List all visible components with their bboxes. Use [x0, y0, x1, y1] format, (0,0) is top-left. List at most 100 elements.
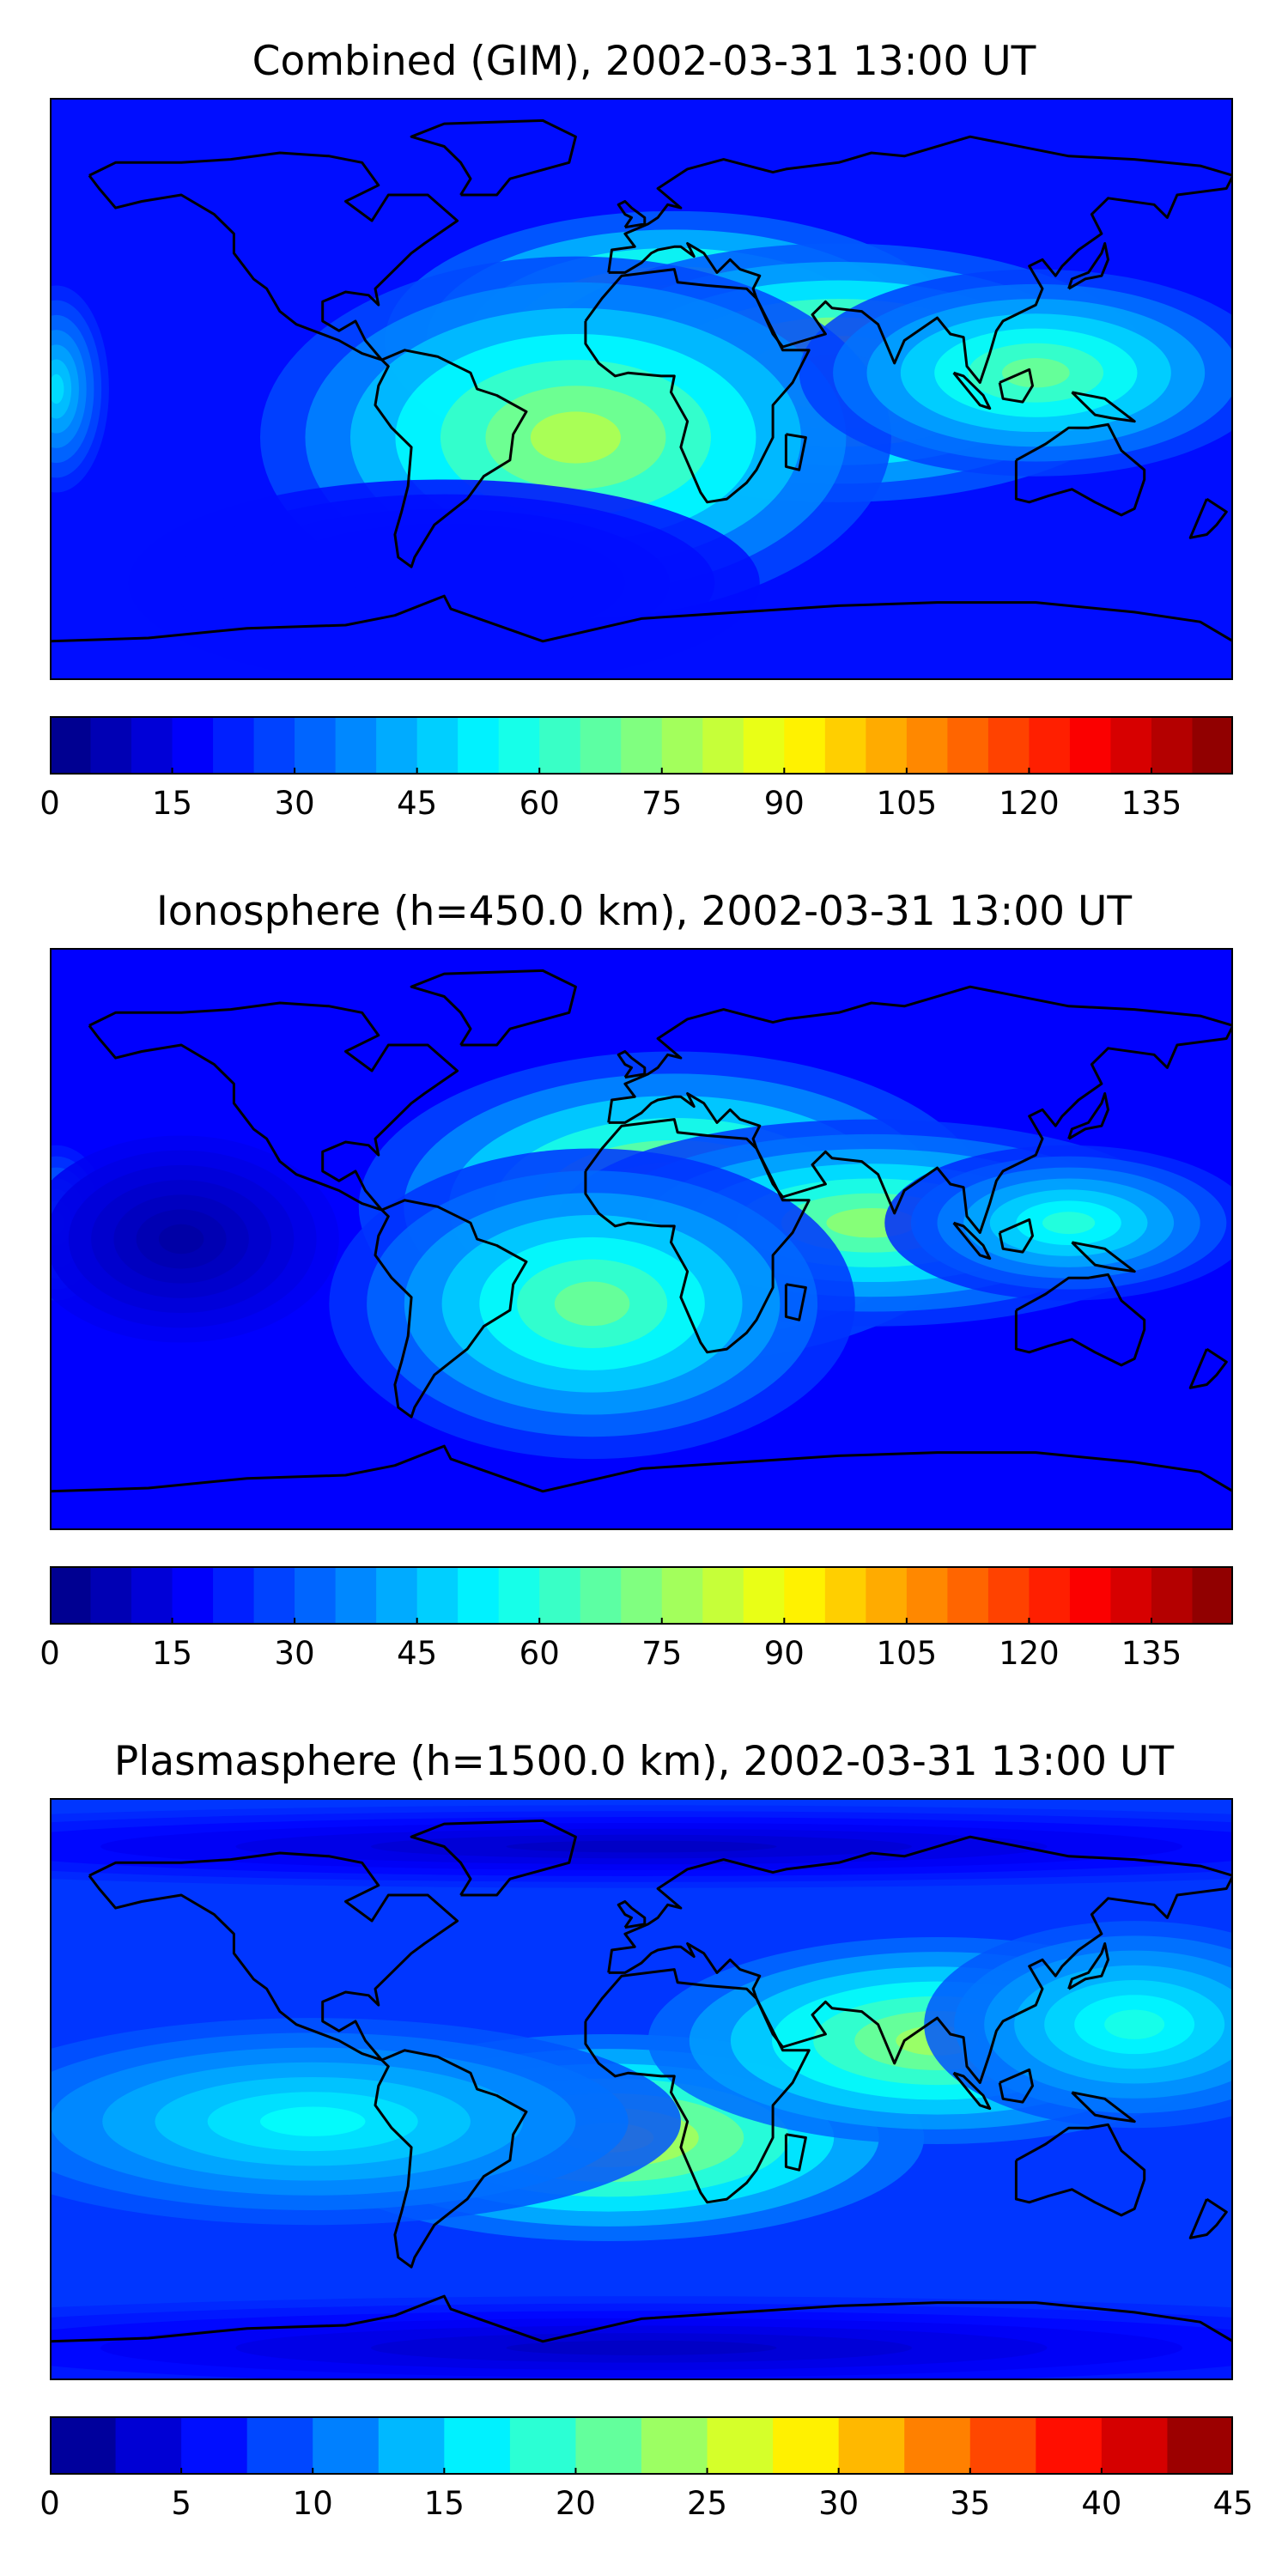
colorbar-bin [498, 716, 540, 775]
colorbar-bin [824, 716, 866, 775]
colorbar-bin [743, 716, 785, 775]
colorbar-bin [253, 716, 295, 775]
colorbar-bin [621, 1566, 663, 1625]
coastline [1188, 497, 1228, 539]
colorbar-tick-label: 45 [397, 785, 438, 822]
colorbar-bin [90, 716, 132, 775]
colorbar-bin [509, 2416, 577, 2475]
colorbar-bin [1192, 716, 1234, 775]
map-frame [50, 1798, 1233, 2380]
colorbar-tick-label: 0 [39, 785, 60, 822]
colorbar-bin [1029, 1566, 1071, 1625]
colorbar-bin [416, 716, 459, 775]
colorbar-bin [181, 2416, 248, 2475]
colorbar-tick-label: 90 [763, 785, 805, 822]
coastline [410, 969, 577, 1047]
colorbar-bin [1029, 716, 1071, 775]
colorbar-tick-label: 20 [555, 2485, 596, 2522]
colorbar-bin [90, 1566, 132, 1625]
colorbar-tick-label: 120 [999, 785, 1060, 822]
coastline [49, 594, 1234, 643]
colorbar-bin [172, 716, 214, 775]
tec-contour [506, 2340, 777, 2355]
colorbar-bin [987, 716, 1030, 775]
colorbar-bin [50, 2416, 117, 2475]
colorbar-bin [641, 2416, 708, 2475]
colorbar-bin [947, 716, 989, 775]
coastline [784, 433, 807, 471]
coastline [952, 2071, 992, 2111]
colorbar-bin [580, 716, 622, 775]
map-frame [50, 98, 1233, 680]
coastline [784, 1283, 807, 1321]
colorbar-bin [838, 2416, 905, 2475]
coastline [88, 151, 459, 361]
colorbar-tick-label: 120 [999, 1635, 1060, 1672]
tec-region [23, 1135, 339, 1343]
coastline [617, 1050, 647, 1079]
colorbar-bin [969, 2416, 1036, 2475]
coastline [374, 1199, 528, 1419]
colorbar-tick-label: 90 [763, 1635, 805, 1672]
coastline [1188, 2197, 1228, 2239]
coastline [584, 1968, 811, 2204]
tec-contour [1001, 357, 1070, 388]
colorbar-bin [1036, 2416, 1103, 2475]
colorbar-bin [335, 1566, 377, 1625]
colorbar-frame [50, 1566, 1233, 1625]
tec-contour [554, 1281, 630, 1327]
colorbar-bin [376, 1566, 418, 1625]
tec-map [0, 1798, 1288, 2400]
colorbar-strip [49, 716, 1234, 775]
colorbar-bin [172, 1566, 214, 1625]
colorbar-bin [866, 1566, 908, 1625]
colorbar-bin [335, 716, 377, 775]
coastline [617, 200, 647, 229]
colorbar-bin [376, 716, 418, 775]
colorbar-bin [743, 1566, 785, 1625]
map-title: Ionosphere (h=450.0 km), 2002-03-31 13:0… [155, 888, 1133, 935]
colorbar-bin [498, 1566, 540, 1625]
colorbar-tick-label: 0 [39, 1635, 60, 1672]
colorbar-bin [131, 1566, 173, 1625]
tec-contour [506, 1840, 777, 1853]
colorbar-bin [378, 2416, 445, 2475]
colorbar-bin [947, 1566, 989, 1625]
coastline [998, 1218, 1034, 1254]
coastline [49, 1444, 1234, 1493]
colorbar-bin [213, 1566, 255, 1625]
colorbar [49, 1566, 1234, 1625]
colorbar-bin [131, 716, 173, 775]
tec-region [0, 1805, 1288, 1888]
coastline [410, 1819, 577, 1897]
colorbar-bin [1192, 1566, 1234, 1625]
colorbar-tick-label: 15 [423, 2485, 465, 2522]
map-title: Combined (GIM), 2002-03-31 13:00 UT [252, 38, 1036, 85]
coastline [607, 1835, 1235, 2084]
colorbar-bin [661, 716, 703, 775]
tec-region [128, 479, 760, 687]
colorbar-bin [1101, 2416, 1169, 2475]
coastline [998, 2068, 1034, 2104]
coastline [1067, 1092, 1109, 1140]
colorbar-bin [1151, 1566, 1194, 1625]
colorbar-bin [580, 1566, 622, 1625]
tec-contour [48, 374, 64, 404]
coastline [1071, 391, 1136, 423]
colorbar-tick-label: 35 [950, 2485, 991, 2522]
coastline [49, 2294, 1234, 2343]
map-plot [0, 1798, 1288, 2400]
colorbar-bin [539, 716, 581, 775]
colorbar [49, 716, 1234, 775]
map-plot [3, 948, 1253, 1530]
coastline [1188, 1347, 1228, 1389]
tec-contour [259, 2106, 366, 2136]
colorbar-bin [213, 716, 255, 775]
colorbar-bin [702, 716, 744, 775]
colorbar-bin [906, 1566, 948, 1625]
colorbar-bin [904, 2416, 971, 2475]
map-frame [50, 948, 1233, 1530]
coastline [1014, 2123, 1146, 2217]
colorbar-tick-label: 40 [1081, 2485, 1122, 2522]
map-title: Plasmasphere (h=1500.0 km), 2002-03-31 1… [113, 1738, 1175, 1785]
